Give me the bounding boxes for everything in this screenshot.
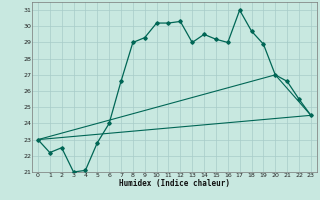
X-axis label: Humidex (Indice chaleur): Humidex (Indice chaleur)	[119, 179, 230, 188]
